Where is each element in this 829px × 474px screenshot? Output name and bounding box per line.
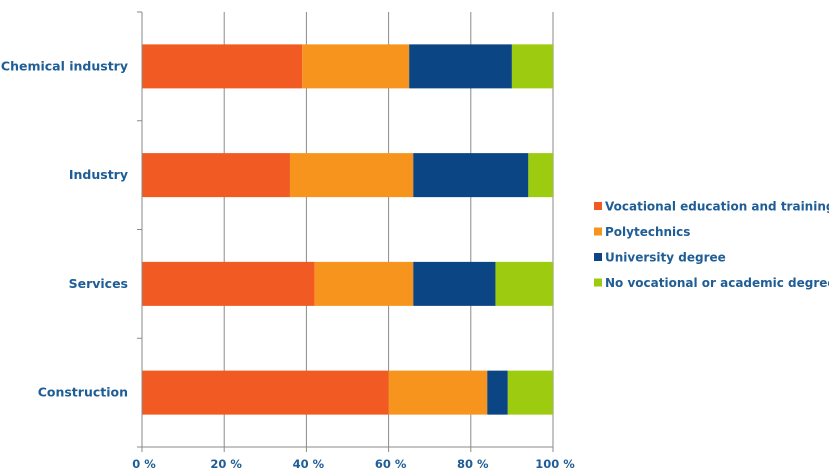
bar-segment	[528, 153, 553, 198]
bars-layer	[142, 44, 553, 415]
legend-swatch	[594, 253, 602, 261]
legend-label: Vocational education and training	[605, 200, 829, 214]
bar-segment	[413, 261, 496, 306]
category-label: Chemical industry	[1, 58, 128, 73]
legend-label: University degree	[605, 251, 726, 265]
bar-segment	[314, 261, 414, 306]
bar-segment	[302, 44, 410, 89]
x-tick-label: 80 %	[457, 457, 489, 471]
legend-swatch	[594, 202, 602, 210]
category-label: Construction	[38, 385, 128, 400]
bar-segment	[142, 153, 290, 198]
bar-segment	[142, 370, 389, 415]
legend-label: Polytechnics	[605, 225, 690, 239]
legend-swatch	[594, 278, 602, 287]
x-tick-label: 100 %	[535, 457, 575, 471]
bar-segment	[142, 261, 315, 306]
bar-segment	[511, 44, 553, 89]
bar-segment	[487, 370, 508, 415]
bar-segment	[409, 44, 512, 89]
legend: Vocational education and training Polytec…	[594, 200, 829, 290]
bar-segment	[495, 261, 553, 306]
bar-segment	[388, 370, 488, 415]
legend-swatch	[594, 227, 602, 236]
x-tick-label: 0 %	[132, 457, 156, 471]
axis-layer: 0 % 20 % 40 % 60 % 80 % 100 % Chemical industr…	[1, 11, 575, 471]
bar-segment	[142, 44, 303, 89]
bar-segment	[507, 370, 553, 415]
bar-segment	[413, 153, 529, 198]
x-tick-label: 40 %	[293, 457, 325, 471]
legend-label: No vocational or academic degree	[605, 276, 829, 290]
x-tick-label: 60 %	[375, 457, 407, 471]
bar-segment	[289, 153, 414, 198]
category-label: Services	[69, 276, 128, 291]
category-label: Industry	[69, 167, 128, 182]
x-tick-label: 20 %	[210, 457, 242, 471]
